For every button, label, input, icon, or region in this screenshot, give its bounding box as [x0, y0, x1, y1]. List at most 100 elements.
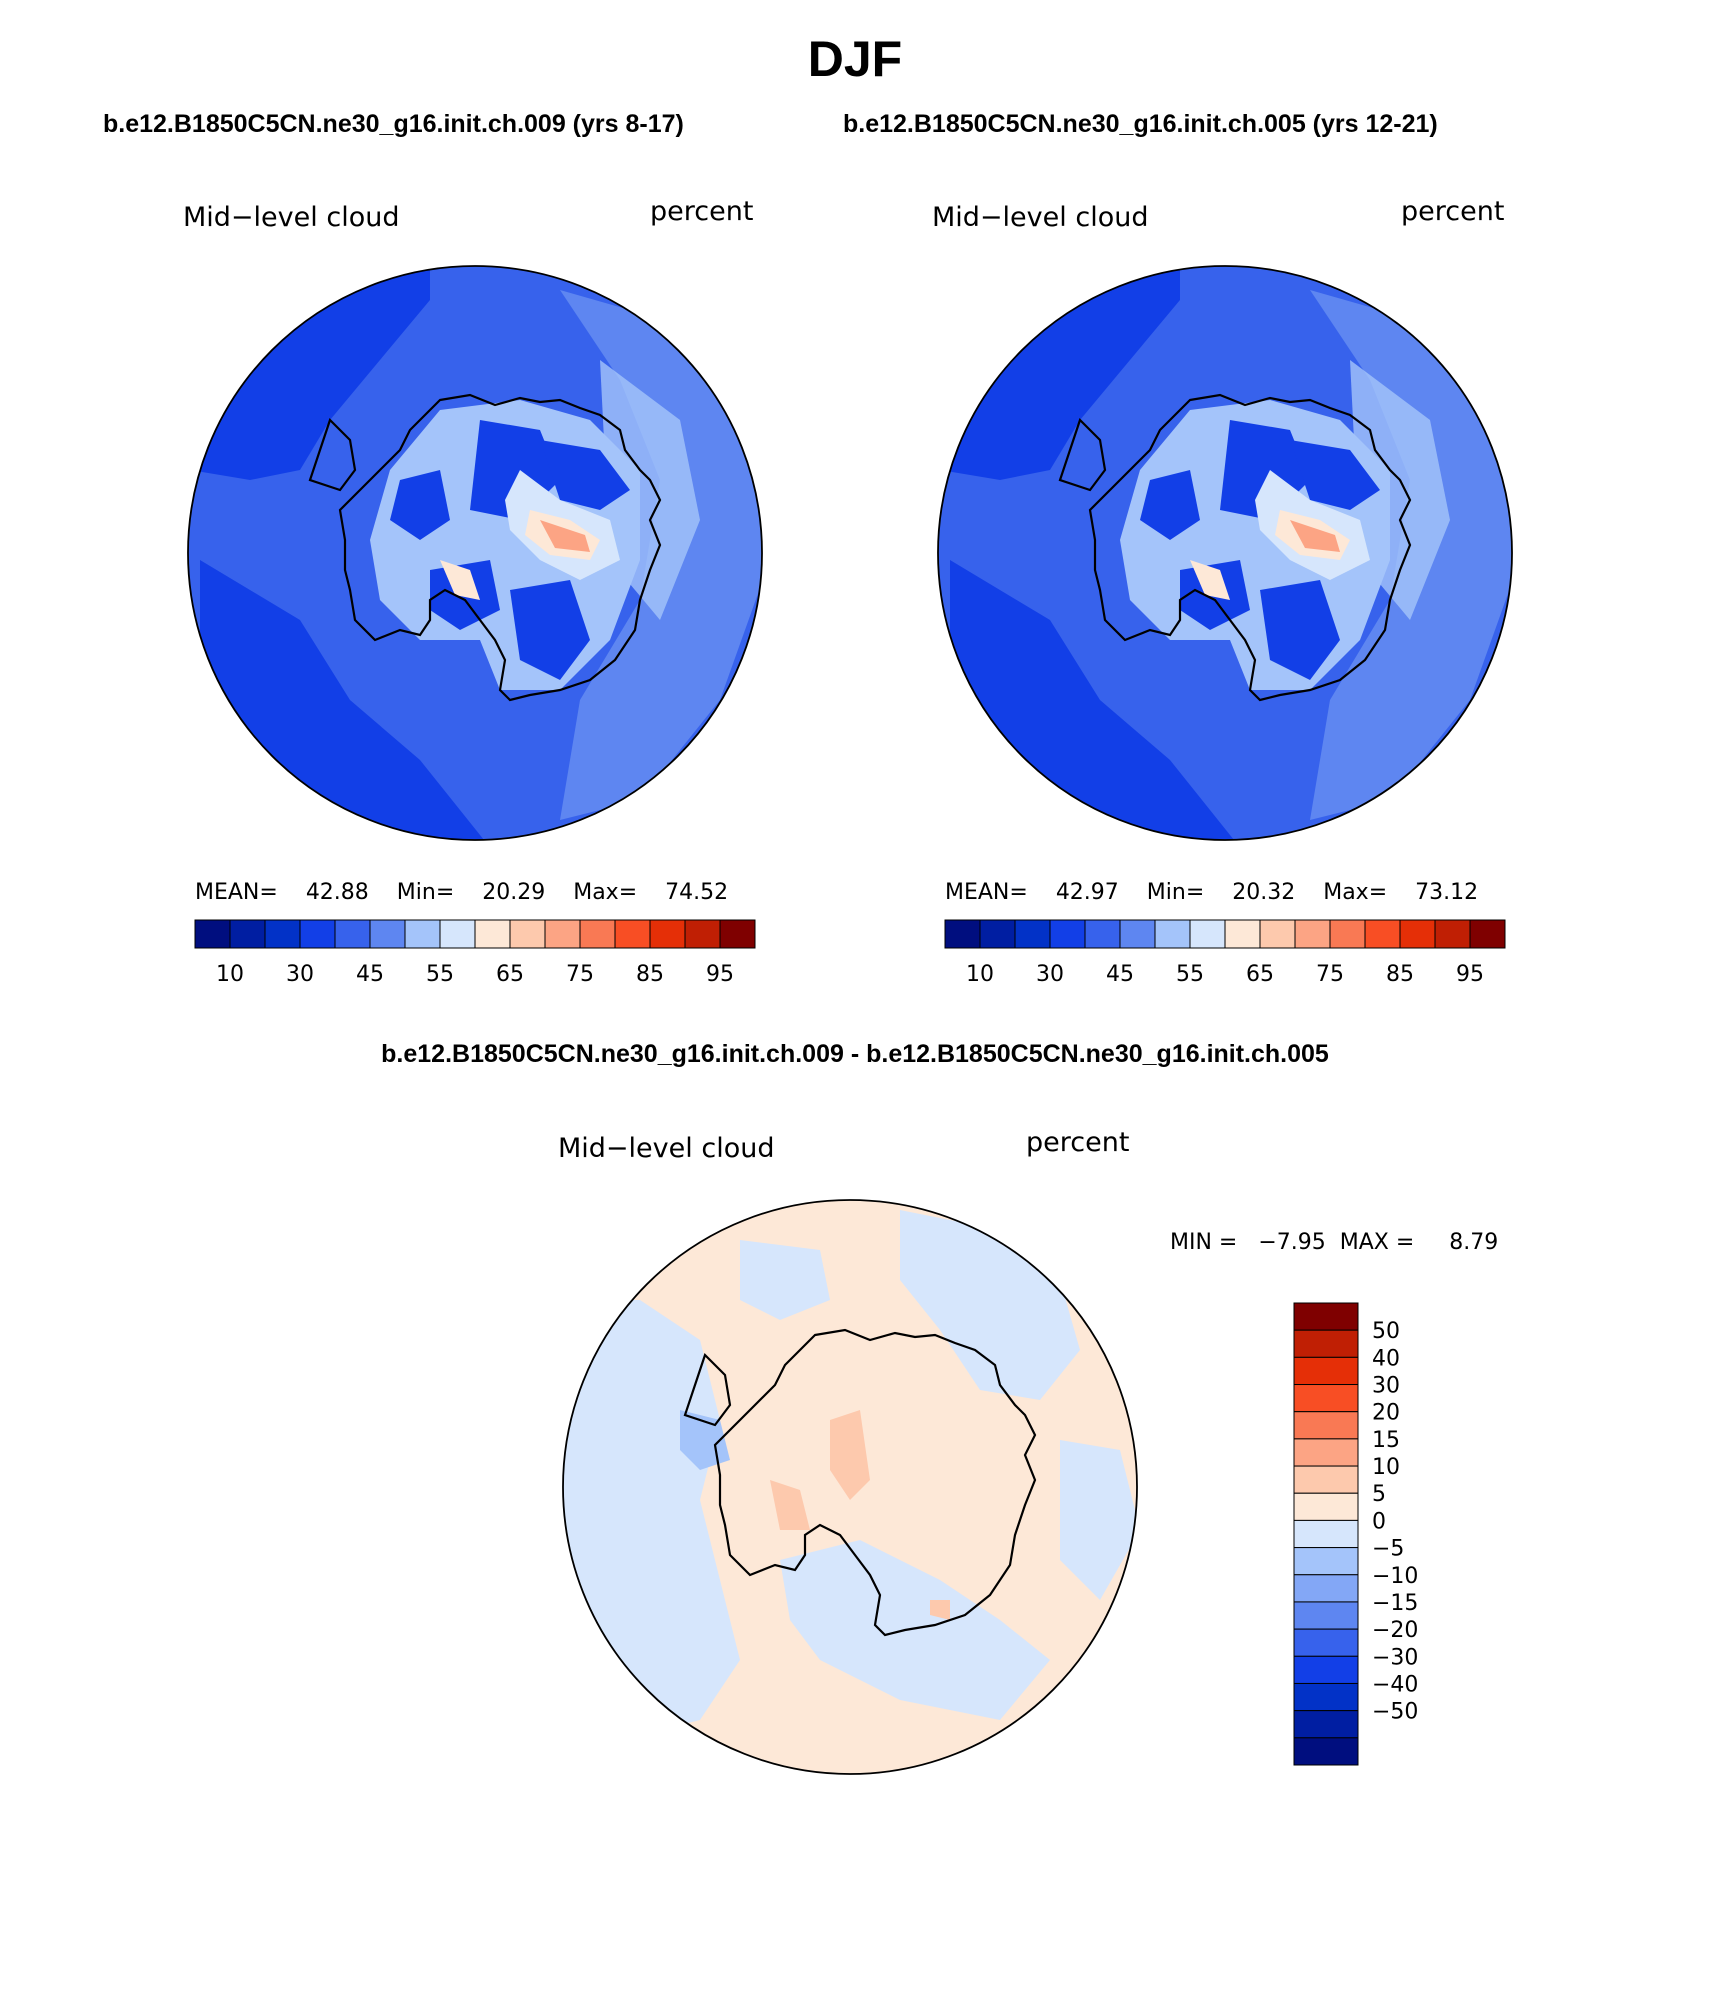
colorbar-swatch — [1293, 1465, 1359, 1494]
diff-variable-label: Mid−level cloud — [558, 1133, 775, 1164]
colorbar-swatch — [1293, 1438, 1359, 1467]
colorbar-swatch — [1084, 919, 1121, 949]
figure-title: DJF — [807, 31, 903, 87]
colorbar-swatch — [1399, 919, 1436, 949]
field-region — [1060, 1440, 1137, 1600]
left-colorbar: 10 30 45 55 65 75 85 95 — [194, 919, 756, 987]
colorbar-tick-label: 85 — [636, 962, 664, 987]
field-region — [740, 1240, 830, 1320]
colorbar-swatch — [299, 919, 336, 949]
colorbar-swatch — [579, 919, 616, 949]
colorbar-tick-label: 65 — [496, 962, 524, 987]
map-boundary — [187, 265, 763, 841]
colorbar-tick-label: 40 — [1372, 1346, 1400, 1371]
colorbar-swatch — [1294, 919, 1331, 949]
right-min-label: Min= — [1146, 880, 1205, 905]
colorbar-tick-label: 55 — [1176, 962, 1204, 987]
colorbar-swatch — [1293, 1411, 1359, 1440]
colorbar-tick-label: 15 — [1372, 1428, 1400, 1453]
colorbar-swatch — [1329, 919, 1366, 949]
right-units-label: percent — [1401, 196, 1505, 227]
colorbar-tick-label: −10 — [1372, 1564, 1418, 1589]
right-polar-map — [937, 265, 1513, 841]
field-region — [440, 560, 480, 600]
colorbar-tick-label: 30 — [286, 962, 314, 987]
difference-title: b.e12.B1850C5CN.ne30_g16.init.ch.009 - b… — [381, 1040, 1329, 1068]
colorbar-tick-label: 45 — [356, 962, 384, 987]
colorbar-swatch — [1293, 1628, 1359, 1657]
colorbar-swatch — [719, 919, 756, 949]
field-region — [770, 1480, 810, 1530]
colorbar-swatch — [1293, 1384, 1359, 1413]
colorbar-swatch — [1293, 1710, 1359, 1739]
colorbar-tick-label: −30 — [1372, 1645, 1418, 1670]
right-min-value: 20.32 — [1232, 880, 1296, 905]
colorbar-swatch — [544, 919, 581, 949]
colorbar-tick-label: 20 — [1372, 1401, 1400, 1426]
colorbar-tick-label: 10 — [216, 962, 244, 987]
colorbar-swatch — [474, 919, 511, 949]
coastline — [683, 1328, 1037, 1637]
colorbar-tick-label: 55 — [426, 962, 454, 987]
right-max-value: 73.12 — [1415, 880, 1479, 905]
colorbar-tick-label: −20 — [1372, 1618, 1418, 1643]
colorbar-tick-label: 75 — [566, 962, 594, 987]
colorbar-swatch — [439, 919, 476, 949]
colorbar-swatch — [1259, 919, 1296, 949]
colorbar-swatch — [1189, 919, 1226, 949]
colorbar-tick-label: 50 — [1372, 1319, 1400, 1344]
field-region — [540, 520, 590, 552]
field-region — [510, 580, 590, 680]
colorbar-swatch — [649, 919, 686, 949]
colorbar-swatch — [1293, 1547, 1359, 1576]
colorbar-swatch — [1469, 919, 1506, 949]
colorbar-swatch — [194, 919, 231, 949]
colorbar-tick-label: 30 — [1372, 1374, 1400, 1399]
colorbar-swatch — [1119, 919, 1156, 949]
diff-minmax: MIN = −7.95 MAX = 8.79 — [1170, 1230, 1499, 1255]
colorbar-swatch — [614, 919, 651, 949]
right-mean-value: 42.97 — [1055, 880, 1119, 905]
colorbar-swatch — [1293, 1574, 1359, 1603]
map-boundary — [562, 1199, 1138, 1775]
diff-units-label: percent — [1026, 1127, 1130, 1158]
colorbar-swatch — [944, 919, 981, 949]
field-region — [900, 1210, 1080, 1400]
colorbar-swatch — [979, 919, 1016, 949]
left-polar-map — [187, 265, 763, 841]
colorbar-swatch — [1293, 1655, 1359, 1684]
colorbar-swatch — [404, 919, 441, 949]
left-stats: MEAN= 42.88 Min= 20.29 Max= 74.52 — [195, 880, 728, 905]
field-region — [780, 1540, 1050, 1720]
colorbar-swatch — [1293, 1601, 1359, 1630]
left-max-value: 74.52 — [665, 880, 729, 905]
map-boundary — [937, 265, 1513, 841]
colorbar-tick-label: 85 — [1386, 962, 1414, 987]
colorbar-tick-label: 45 — [1106, 962, 1134, 987]
coastline — [1058, 393, 1412, 702]
left-case-title: b.e12.B1850C5CN.ne30_g16.init.ch.009 (yr… — [103, 110, 684, 138]
colorbar-swatch — [1293, 1682, 1359, 1712]
colorbar-swatch — [1364, 919, 1401, 949]
colorbar-swatch — [1224, 919, 1261, 949]
field-region — [563, 1300, 740, 1740]
colorbar-tick-label: −15 — [1372, 1591, 1418, 1616]
difference-polar-map — [562, 1199, 1138, 1775]
colorbar-tick-label: 5 — [1372, 1482, 1386, 1507]
colorbar-swatch — [509, 919, 546, 949]
colorbar-tick-label: 75 — [1316, 962, 1344, 987]
colorbar-tick-label: −50 — [1372, 1700, 1418, 1725]
colorbar-tick-label: 95 — [706, 962, 734, 987]
field-region — [1140, 470, 1200, 540]
left-mean-value: 42.88 — [305, 880, 369, 905]
right-case-title: b.e12.B1850C5CN.ne30_g16.init.ch.005 (yr… — [843, 110, 1438, 138]
field-region — [930, 1600, 950, 1620]
left-mean-label: MEAN= — [195, 880, 278, 905]
colorbar-tick-label: −5 — [1372, 1537, 1404, 1562]
field-region — [1260, 580, 1340, 680]
field-region — [1290, 440, 1380, 510]
colorbar-tick-label: 10 — [966, 962, 994, 987]
right-mean-label: MEAN= — [945, 880, 1028, 905]
